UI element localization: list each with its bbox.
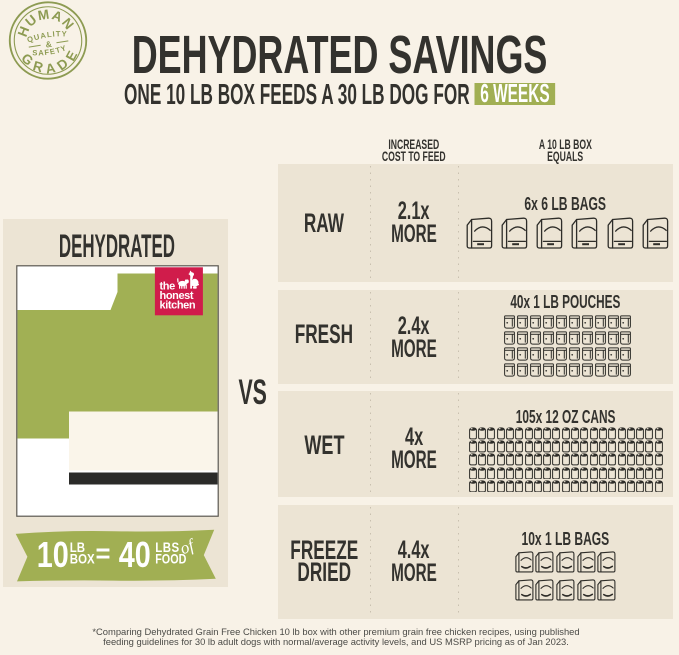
svg-text:40: 40 [119, 534, 151, 575]
svg-text:honest: honest [160, 290, 194, 302]
svg-text:LB: LB [70, 540, 85, 555]
svg-text:=: = [96, 538, 111, 569]
svg-text:kitchen: kitchen [160, 299, 196, 311]
svg-text:LBS: LBS [155, 540, 179, 555]
svg-text:the: the [160, 280, 176, 292]
svg-text:&: & [45, 39, 53, 50]
svg-text:FOOD: FOOD [155, 551, 186, 566]
svg-text:BOX: BOX [70, 552, 95, 567]
svg-text:10: 10 [37, 534, 69, 575]
